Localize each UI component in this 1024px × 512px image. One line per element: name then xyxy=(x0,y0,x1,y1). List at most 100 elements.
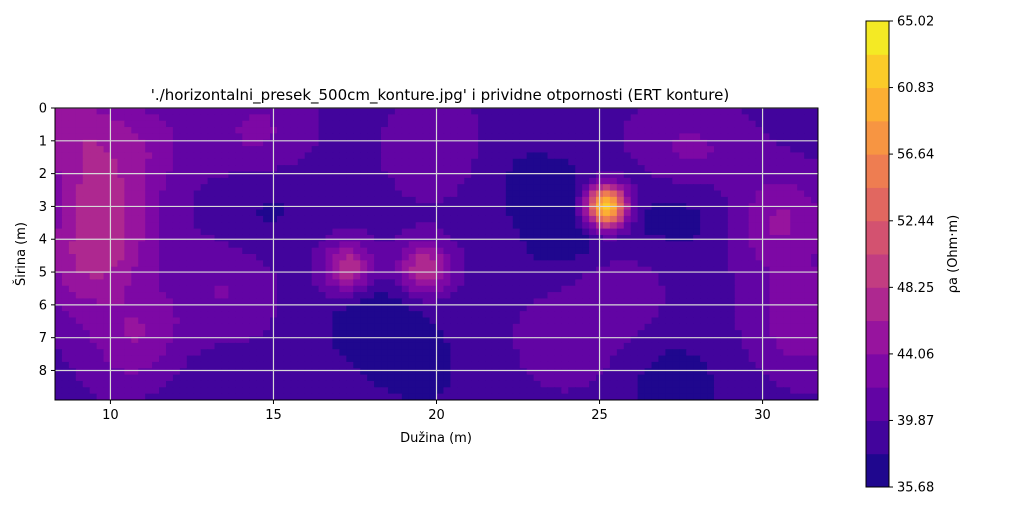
heatmap-cell xyxy=(159,209,167,217)
heatmap-cell xyxy=(249,158,257,166)
heatmap-cell xyxy=(526,127,535,134)
heatmap-cell xyxy=(776,196,784,204)
heatmap-cell xyxy=(117,374,125,382)
heatmap-cell xyxy=(61,152,70,160)
heatmap-cell xyxy=(242,311,250,319)
heatmap-cell xyxy=(61,184,70,192)
heatmap-cell xyxy=(519,146,528,154)
heatmap-cell xyxy=(61,222,70,230)
heatmap-cell xyxy=(700,342,708,350)
heatmap-cell xyxy=(276,374,285,382)
heatmap-cell xyxy=(186,279,195,287)
heatmap-cell xyxy=(575,355,583,363)
heatmap-cell xyxy=(797,266,805,274)
heatmap-cell xyxy=(415,323,424,331)
heatmap-cell xyxy=(214,361,223,369)
heatmap-cell xyxy=(602,374,611,382)
heatmap-cell xyxy=(297,209,306,217)
heatmap-cell xyxy=(637,254,646,261)
heatmap-cell xyxy=(783,349,791,357)
heatmap-cell xyxy=(665,323,673,331)
heatmap-cell xyxy=(165,133,174,141)
heatmap-cell xyxy=(693,374,701,382)
heatmap-cell xyxy=(505,114,514,122)
heatmap-cell xyxy=(165,380,174,388)
heatmap-cell xyxy=(283,285,292,293)
heatmap-cell xyxy=(783,171,791,179)
heatmap-cell xyxy=(554,165,562,173)
heatmap-cell xyxy=(96,215,105,223)
heatmap-cell xyxy=(707,184,715,192)
heatmap-cell xyxy=(193,387,202,395)
heatmap-cell xyxy=(353,298,361,306)
heatmap-cell xyxy=(464,234,472,242)
heatmap-cell xyxy=(318,108,327,115)
heatmap-cell xyxy=(325,108,334,115)
heatmap-cell xyxy=(519,215,528,223)
heatmap-cell xyxy=(249,374,257,382)
heatmap-cell xyxy=(256,241,264,249)
heatmap-cell xyxy=(783,355,791,363)
heatmap-cell xyxy=(152,171,160,179)
heatmap-cell xyxy=(651,158,660,166)
heatmap-cell xyxy=(68,292,77,300)
heatmap-cell xyxy=(471,222,479,230)
heatmap-cell xyxy=(221,158,230,166)
heatmap-cell xyxy=(408,330,417,338)
heatmap-cell xyxy=(568,127,576,134)
heatmap-cell xyxy=(443,190,451,198)
heatmap-cell xyxy=(727,114,736,122)
heatmap-cell xyxy=(672,374,680,382)
heatmap-cell xyxy=(630,165,639,173)
heatmap-cell xyxy=(554,323,562,331)
heatmap-cell xyxy=(436,273,445,280)
heatmap-cell xyxy=(443,234,451,242)
heatmap-cell xyxy=(401,152,410,160)
heatmap-cell xyxy=(283,279,292,287)
heatmap-cell xyxy=(679,266,687,274)
heatmap-cell xyxy=(693,292,701,300)
heatmap-cell xyxy=(276,336,285,344)
heatmap-cell xyxy=(297,279,306,287)
heatmap-cell xyxy=(235,139,243,147)
heatmap-cell xyxy=(609,355,618,363)
heatmap-cell xyxy=(55,260,63,268)
heatmap-cell xyxy=(797,215,805,223)
heatmap-cell xyxy=(263,222,271,230)
heatmap-cell xyxy=(804,330,812,338)
heatmap-cell xyxy=(720,266,729,274)
heatmap-cell xyxy=(804,184,812,192)
heatmap-cell xyxy=(797,285,805,293)
heatmap-cell xyxy=(720,108,729,115)
heatmap-cell xyxy=(755,374,764,382)
heatmap-cell xyxy=(700,184,708,192)
heatmap-cell xyxy=(554,298,562,306)
heatmap-cell xyxy=(96,260,105,268)
heatmap-cell xyxy=(228,266,236,274)
heatmap-cell xyxy=(755,304,764,312)
heatmap-cell xyxy=(519,222,528,230)
heatmap-cell xyxy=(769,228,777,236)
heatmap-cell xyxy=(547,177,556,185)
heatmap-cell xyxy=(561,247,569,255)
heatmap-cell xyxy=(339,133,347,141)
heatmap-cell xyxy=(457,127,465,134)
heatmap-cell xyxy=(679,317,687,325)
heatmap-cell xyxy=(630,361,639,369)
heatmap-cell xyxy=(131,234,139,242)
heatmap-cell xyxy=(582,368,590,376)
heatmap-cell xyxy=(464,146,472,154)
heatmap-cell xyxy=(804,260,812,268)
heatmap-cell xyxy=(82,380,91,388)
heatmap-cell xyxy=(464,292,472,300)
heatmap-cell xyxy=(124,133,132,141)
heatmap-cell xyxy=(429,361,438,369)
heatmap-cell xyxy=(339,152,347,160)
heatmap-cell xyxy=(713,374,722,382)
heatmap-cell xyxy=(172,279,181,287)
heatmap-cell xyxy=(720,374,729,382)
heatmap-cell xyxy=(429,171,438,179)
heatmap-cell xyxy=(471,139,479,147)
heatmap-cell xyxy=(346,355,354,363)
heatmap-cell xyxy=(318,330,327,338)
